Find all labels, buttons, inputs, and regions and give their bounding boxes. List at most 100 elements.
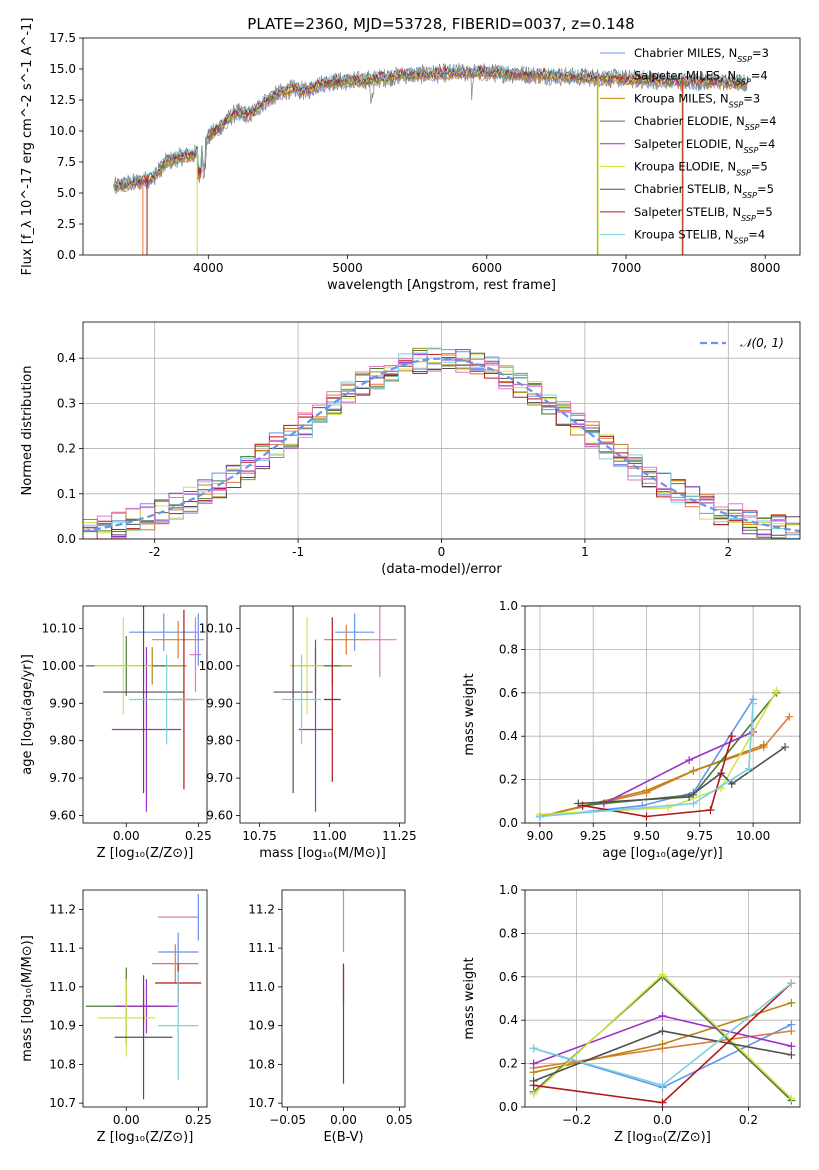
axes-frame — [281, 889, 406, 1108]
legend-label: Chabrier ELODIE, NSSP=4 — [634, 114, 776, 132]
errorbar-point — [152, 620, 205, 659]
mass-EBV-axes: −0.05 0.00 0.05 10.7 10.8 10.9 11.0 11.1 11.2 E(B… — [248, 902, 412, 1145]
errorbar-point — [152, 944, 199, 983]
axes-frame — [82, 321, 801, 540]
residuals-plot-area — [83, 347, 800, 539]
y-tick-label: 9.70 — [206, 771, 233, 785]
spectrum-fit-line-8 — [114, 64, 746, 187]
y-tick-label: 0.2 — [499, 1057, 518, 1071]
errorbar-point — [281, 654, 322, 745]
x-axis-label: age [log₁₀(age/yr)] — [602, 846, 723, 861]
x-tick-label: 9.75 — [686, 829, 713, 843]
y-tick-label: 0.0 — [57, 248, 76, 262]
y-tick-label: 1.0 — [499, 599, 518, 613]
y-tick-label: 10.00 — [42, 659, 76, 673]
errorbar-point — [114, 979, 179, 1034]
x-axis-label: Z [log₁₀(Z/Z⊙)] — [97, 846, 194, 861]
x-tick-label: 0.00 — [330, 1113, 357, 1127]
y-tick-label: 9.90 — [49, 696, 76, 710]
errorbar-point — [273, 606, 313, 794]
y-axis-label: mass weight — [462, 957, 477, 1039]
weight-marker — [658, 1027, 667, 1036]
weight-marker — [781, 743, 790, 752]
errorbar-point — [157, 971, 199, 1080]
x-tick-label: -1 — [292, 545, 304, 559]
x-tick-label: 8000 — [750, 261, 781, 275]
y-axis-label: mass [log₁₀(M/M⊙)] — [20, 935, 35, 1062]
x-tick-label: 9.00 — [527, 829, 554, 843]
x-tick-label: 0.0 — [653, 1113, 672, 1127]
weight-marker — [578, 801, 587, 810]
weight-marker — [787, 998, 796, 1007]
x-tick-label: 0.2 — [739, 1113, 758, 1127]
errorbar-point — [363, 606, 397, 678]
y-tick-label: 17.5 — [49, 31, 76, 45]
y-tick-label: 0.1 — [57, 487, 76, 501]
mass-Z-axes: 0.00 0.25 10.7 10.8 10.9 11.0 11.1 11.2 Z [log₁₀… — [20, 902, 212, 1145]
y-tick-label: 0.4 — [499, 1013, 518, 1027]
weight-marker — [727, 732, 736, 741]
errorbar-point — [103, 606, 184, 794]
mass-Z-plot-area — [85, 893, 202, 1100]
y-tick-label: 11.1 — [248, 941, 275, 955]
y-tick-label: 15.0 — [49, 62, 76, 76]
y-tick-label: 1.0 — [499, 883, 518, 897]
weight-marker — [787, 979, 796, 988]
weight-marker — [574, 799, 583, 808]
weight-marker — [599, 799, 608, 808]
x-tick-label: 6000 — [471, 261, 502, 275]
weight-series-line-3 — [539, 744, 765, 818]
y-tick-label: 12.5 — [49, 93, 76, 107]
age-mass-chart: 10.75 11.00 11.25 9.60 9.70 9.80 9.90 10.00 10.1… — [199, 605, 417, 861]
x-axis-label: wavelength [Angstrom, rest frame] — [327, 278, 556, 293]
errorbar-point — [290, 617, 324, 715]
errorbar-point — [335, 613, 375, 651]
weight-marker — [529, 1081, 538, 1090]
y-tick-label: 10.7 — [248, 1096, 275, 1110]
y-tick-label: 0.4 — [499, 729, 518, 743]
y-tick-label: 2.5 — [57, 217, 76, 231]
y-tick-label: 0.0 — [499, 1100, 518, 1114]
legend-label: Kroupa ELODIE, NSSP=5 — [634, 160, 768, 178]
legend-label: Kroupa STELIB, NSSP=4 — [634, 228, 765, 246]
x-axis-label: (data-model)/error — [381, 562, 502, 577]
y-tick-label: 10.9 — [248, 1019, 275, 1033]
y-tick-label: 5.0 — [57, 186, 76, 200]
age-Z-chart: 0.00 0.25 9.60 9.70 9.80 9.90 10.00 10.10 Z [log… — [20, 605, 212, 861]
legend-label: Salpeter ELODIE, NSSP=4 — [634, 137, 775, 155]
y-tick-label: 9.80 — [206, 734, 233, 748]
weight-series-line-4 — [582, 692, 778, 807]
spectrum-fit-line-5 — [114, 68, 746, 191]
weight-Z-axes: −0.2 0.0 0.2 0.0 0.2 0.4 0.6 0.8 1.0 Z [log₁₀(Z/Z… — [462, 883, 800, 1145]
y-tick-label: 10.8 — [248, 1057, 275, 1071]
spectrum-plot-area — [113, 63, 749, 255]
age-mass-axes: 10.75 11.00 11.25 9.60 9.70 9.80 9.90 10.00 10.1… — [199, 621, 417, 861]
x-tick-label: 2 — [724, 545, 732, 559]
weight-marker — [772, 686, 781, 695]
y-axis-label: mass weight — [462, 673, 477, 755]
legend-label: Kroupa MILES, NSSP=3 — [634, 91, 760, 109]
histogram-step-9 — [83, 347, 800, 539]
y-tick-label: 0.2 — [57, 442, 76, 456]
y-tick-label: 9.70 — [49, 771, 76, 785]
figure-title: PLATE=2360, MJD=53728, FIBERID=0037, z=0… — [247, 15, 634, 33]
weight-marker — [658, 1040, 667, 1049]
weight-marker — [689, 799, 698, 808]
age-Z-plot-area — [85, 606, 205, 812]
weight-marker — [685, 792, 694, 801]
x-tick-label: 0.25 — [185, 829, 212, 843]
weight-marker — [658, 970, 667, 979]
errorbar-point — [189, 617, 202, 693]
x-tick-label: 11.00 — [312, 829, 346, 843]
y-tick-label: 9.60 — [49, 809, 76, 823]
errorbar-point — [97, 979, 156, 1057]
y-tick-label: 0.6 — [499, 970, 518, 984]
y-tick-label: 0.2 — [499, 773, 518, 787]
weight-age-plot-area — [535, 686, 794, 821]
x-tick-label: 10.00 — [736, 829, 770, 843]
x-tick-label: 7000 — [611, 261, 642, 275]
weight-marker — [787, 1050, 796, 1059]
y-tick-label: 11.2 — [248, 902, 275, 916]
legend-label: Chabrier MILES, NSSP=3 — [634, 46, 769, 64]
